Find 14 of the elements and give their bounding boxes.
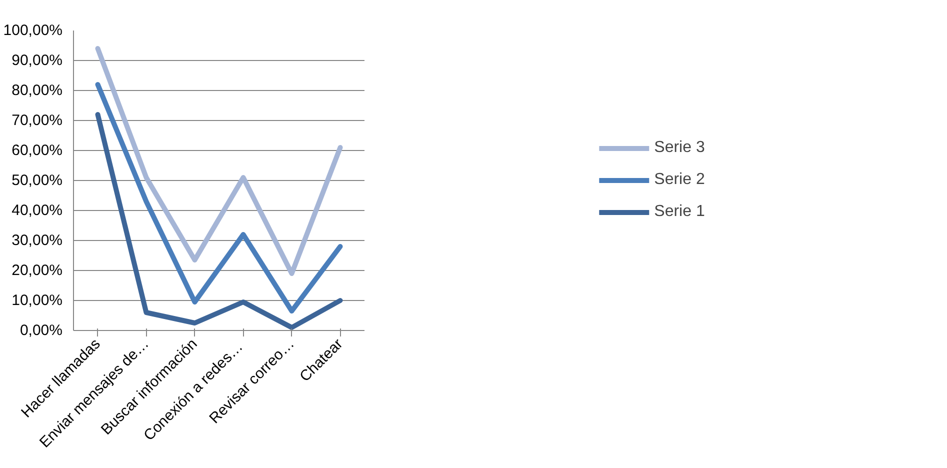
legend-label: Serie 1 [654, 203, 705, 221]
legend-label: Serie 3 [654, 139, 705, 157]
y-tick-label: 0,00% [20, 322, 63, 339]
y-tick-label: 10,00% [12, 292, 62, 309]
y-tick-label: 90,00% [12, 52, 62, 69]
y-tick-label: 20,00% [12, 262, 62, 279]
y-tick-label: 70,00% [12, 112, 62, 129]
y-tick-label: 50,00% [12, 172, 62, 189]
y-tick-label: 60,00% [12, 142, 62, 159]
y-tick-label: 30,00% [12, 232, 62, 249]
y-tick-label: 100,00% [3, 22, 62, 39]
legend-label: Serie 2 [654, 171, 705, 189]
y-tick-label: 40,00% [12, 202, 62, 219]
y-tick-label: 80,00% [12, 82, 62, 99]
